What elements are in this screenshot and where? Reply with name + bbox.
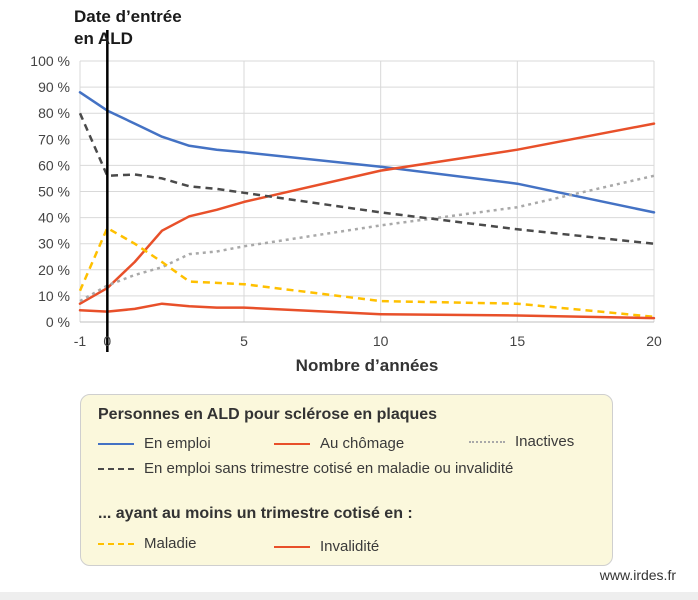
legend-item-invalidite: Invalidité [274, 538, 379, 555]
x-tick-label: -1 [74, 333, 87, 349]
x-tick-label: 15 [510, 333, 526, 349]
chart-title-line-1: Date d’entrée [74, 7, 182, 26]
legend-label-chomage: Au chômage [320, 435, 405, 452]
y-tick-label: 10 % [38, 288, 70, 304]
line-chart: 0 % 10 % 20 % 30 % 40 % 50 % 60 % 70 % 80 % 90 % 1… [30, 7, 662, 375]
legend-swatch-emploi [98, 442, 134, 445]
series-line-invalidite [78, 302, 656, 320]
legend: Personnes en ALD pour sclérose en plaque… [80, 394, 613, 566]
legend-swatch-invalidite [274, 545, 310, 548]
legend-label-inactives: Inactives [515, 433, 575, 450]
legend-label-emploi-sans: En emploi sans trimestre cotisé en malad… [144, 460, 514, 477]
series-line-maladie [78, 226, 655, 319]
y-tick-label: 30 % [38, 236, 70, 252]
y-tick-label: 90 % [38, 79, 70, 95]
legend-swatch-chomage [274, 442, 310, 445]
bottom-divider [0, 592, 698, 600]
legend-subheading: ... ayant au moins un trimestre cotisé e… [98, 505, 413, 522]
series-line-emploi [78, 91, 656, 214]
legend-swatch-emploi-sans [98, 467, 134, 470]
y-tick-label: 50 % [38, 184, 70, 200]
series-lines [78, 91, 656, 320]
source-url: www.irdes.fr [599, 567, 676, 583]
y-tick-label: 20 % [38, 262, 70, 278]
legend-label-maladie: Maladie [144, 535, 197, 552]
series-line-inactives [79, 174, 655, 303]
y-tick-label: 40 % [38, 210, 70, 226]
legend-item-emploi-sans: En emploi sans trimestre cotisé en malad… [98, 460, 513, 477]
grid-lines [79, 60, 655, 323]
y-tick-label: 100 % [30, 53, 70, 69]
series-line-emploi_sans [78, 112, 655, 245]
legend-item-inactives: Inactives [469, 433, 574, 450]
y-tick-label: 60 % [38, 157, 70, 173]
x-axis-title: Nombre d’années [296, 356, 439, 375]
legend-heading: Personnes en ALD pour sclérose en plaque… [98, 406, 438, 423]
x-tick-label: 5 [240, 333, 248, 349]
legend-swatch-maladie [98, 542, 134, 545]
legend-item-emploi: En emploi [98, 435, 211, 452]
legend-label-emploi: En emploi [144, 435, 211, 452]
legend-swatch-inactives [469, 440, 505, 443]
legend-item-maladie: Maladie [98, 535, 197, 552]
y-tick-label: 0 % [46, 314, 70, 330]
tick-labels: 0 % 10 % 20 % 30 % 40 % 50 % 60 % 70 % 80 % 90 % 1… [30, 53, 662, 349]
series-line-chomage [78, 122, 656, 305]
x-tick-label: 0 [103, 333, 111, 349]
chart-title-line-2: en ALD [74, 29, 133, 48]
y-tick-label: 70 % [38, 131, 70, 147]
legend-label-invalidite: Invalidité [320, 538, 380, 555]
x-tick-label: 10 [373, 333, 389, 349]
legend-item-chomage: Au chômage [274, 435, 404, 452]
y-tick-label: 80 % [38, 105, 70, 121]
x-tick-label: 20 [646, 333, 662, 349]
